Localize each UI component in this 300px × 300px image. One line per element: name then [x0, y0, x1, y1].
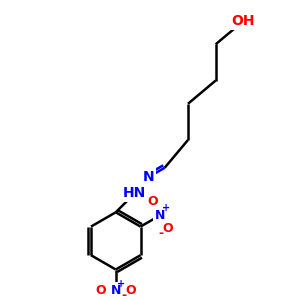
Text: O: O — [126, 284, 136, 297]
Text: +: + — [162, 203, 170, 214]
Text: HN: HN — [123, 186, 146, 200]
Text: N: N — [142, 170, 154, 184]
Text: OH: OH — [232, 14, 255, 28]
Text: N: N — [155, 209, 166, 222]
Text: -: - — [122, 289, 127, 300]
Text: O: O — [163, 222, 173, 235]
Text: N: N — [111, 284, 121, 297]
Text: +: + — [117, 279, 125, 289]
Text: O: O — [147, 195, 158, 208]
Text: O: O — [95, 284, 106, 297]
Text: -: - — [159, 226, 164, 240]
